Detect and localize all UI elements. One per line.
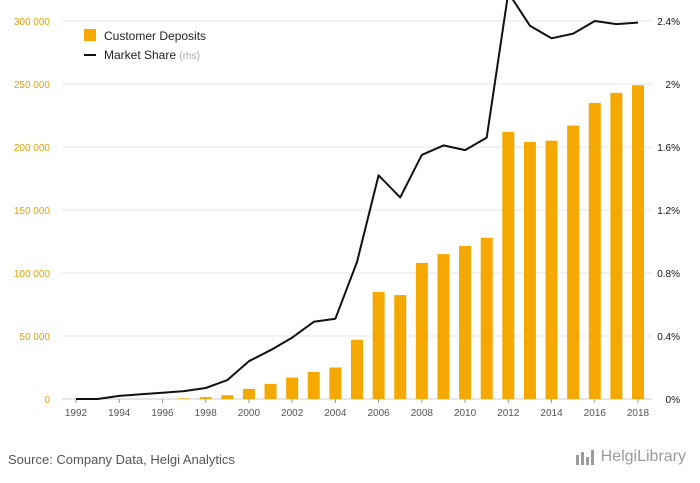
bar — [199, 397, 212, 399]
x-tick-label: 1998 — [195, 408, 218, 419]
bar — [415, 262, 428, 399]
bar — [264, 383, 277, 399]
bar — [178, 398, 191, 399]
right-tick-label: 1.6% — [657, 143, 680, 154]
bar — [372, 291, 385, 399]
bar — [588, 102, 601, 400]
right-tick-label: 2% — [666, 80, 681, 91]
left-tick-label: 0 — [44, 395, 50, 406]
bar — [221, 395, 234, 399]
bar — [459, 245, 472, 399]
right-tick-label: 0.8% — [657, 269, 680, 280]
bar — [480, 237, 493, 399]
left-tick-label: 300 000 — [14, 17, 51, 28]
bar — [610, 92, 623, 399]
source-note: Source: Company Data, Helgi Analytics — [8, 452, 235, 467]
x-tick-label: 1996 — [151, 408, 174, 419]
bar — [394, 295, 407, 399]
x-tick-label: 2018 — [627, 408, 650, 419]
legend-label-deposits: Customer Deposits — [104, 29, 206, 43]
x-tick-label: 2014 — [540, 408, 563, 419]
left-tick-label: 100 000 — [14, 269, 51, 280]
x-tick-label: 2006 — [367, 408, 390, 419]
bar — [307, 371, 320, 399]
x-tick-label: 2002 — [281, 408, 304, 419]
bar — [242, 388, 255, 399]
left-tick-label: 200 000 — [14, 143, 51, 154]
x-tick-label: 1992 — [65, 408, 88, 419]
left-tick-label: 50 000 — [19, 332, 50, 343]
right-tick-label: 2.4% — [657, 17, 680, 28]
right-tick-label: 0% — [666, 395, 681, 406]
bar — [437, 254, 450, 399]
bar — [351, 339, 363, 399]
left-tick-label: 150 000 — [14, 206, 51, 217]
bar — [632, 85, 644, 399]
legend-swatch-deposits — [84, 29, 96, 41]
x-tick-label: 2004 — [324, 408, 347, 419]
x-tick-label: 2010 — [454, 408, 477, 419]
x-tick-label: 2016 — [584, 408, 607, 419]
bar — [523, 141, 536, 399]
brand-name: HelgiLibrary — [600, 448, 686, 465]
bar — [329, 367, 342, 399]
x-tick-label: 2008 — [411, 408, 434, 419]
library-icon — [575, 450, 594, 465]
x-tick-label: 1994 — [108, 408, 131, 419]
legend-label-share: Market Share (rhs) — [104, 48, 200, 62]
chart: 0 0% 50 000 0.4% 100 000 0.8% 150 000 1.2% 200 0… — [14, 0, 681, 419]
legend-label-share-suffix: (rhs) — [179, 51, 200, 62]
right-tick-label: 1.2% — [657, 206, 680, 217]
bar — [567, 125, 580, 399]
left-tick-label: 250 000 — [14, 80, 51, 91]
x-tick-label: 2012 — [497, 408, 520, 419]
x-tick-label: 2000 — [238, 408, 261, 419]
bar — [286, 377, 299, 399]
right-tick-label: 0.4% — [657, 332, 680, 343]
bar — [502, 131, 515, 399]
bar — [545, 140, 558, 399]
brand-logo: HelgiLibrary — [575, 448, 686, 466]
market-share-line — [76, 0, 639, 400]
